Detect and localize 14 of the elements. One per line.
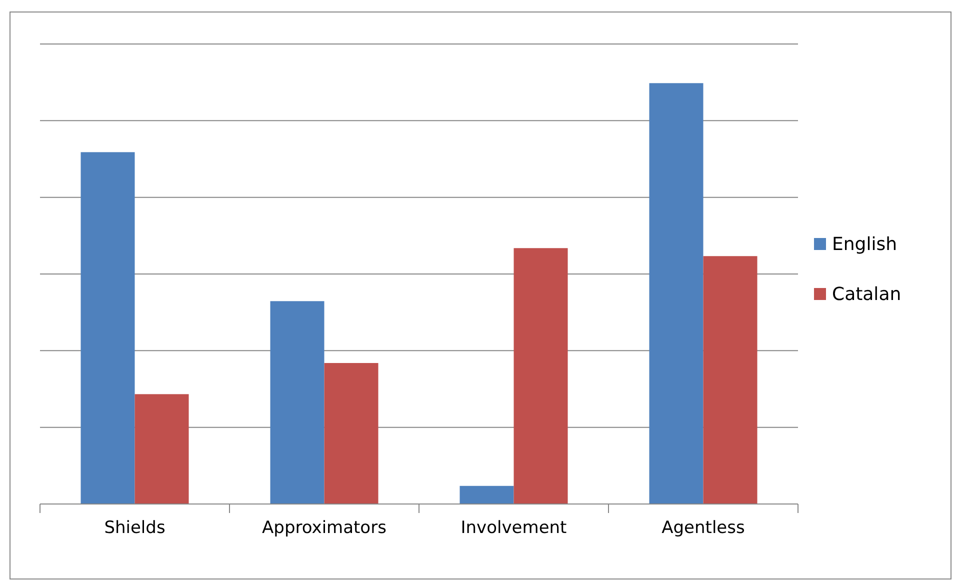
x-tick-label: Shields <box>104 518 166 538</box>
bar <box>649 83 704 504</box>
bar <box>460 486 514 504</box>
x-tick-label: Involvement <box>460 518 568 538</box>
bar <box>514 248 568 504</box>
bar <box>703 256 758 504</box>
legend-label: Catalan <box>832 284 902 305</box>
x-tick-label: Approximators <box>262 518 387 538</box>
bar <box>134 394 189 504</box>
bar <box>324 363 378 504</box>
legend-label: English <box>832 234 897 255</box>
x-tick-label: Agentless <box>662 518 745 538</box>
bar <box>270 301 324 504</box>
bar <box>80 152 135 504</box>
